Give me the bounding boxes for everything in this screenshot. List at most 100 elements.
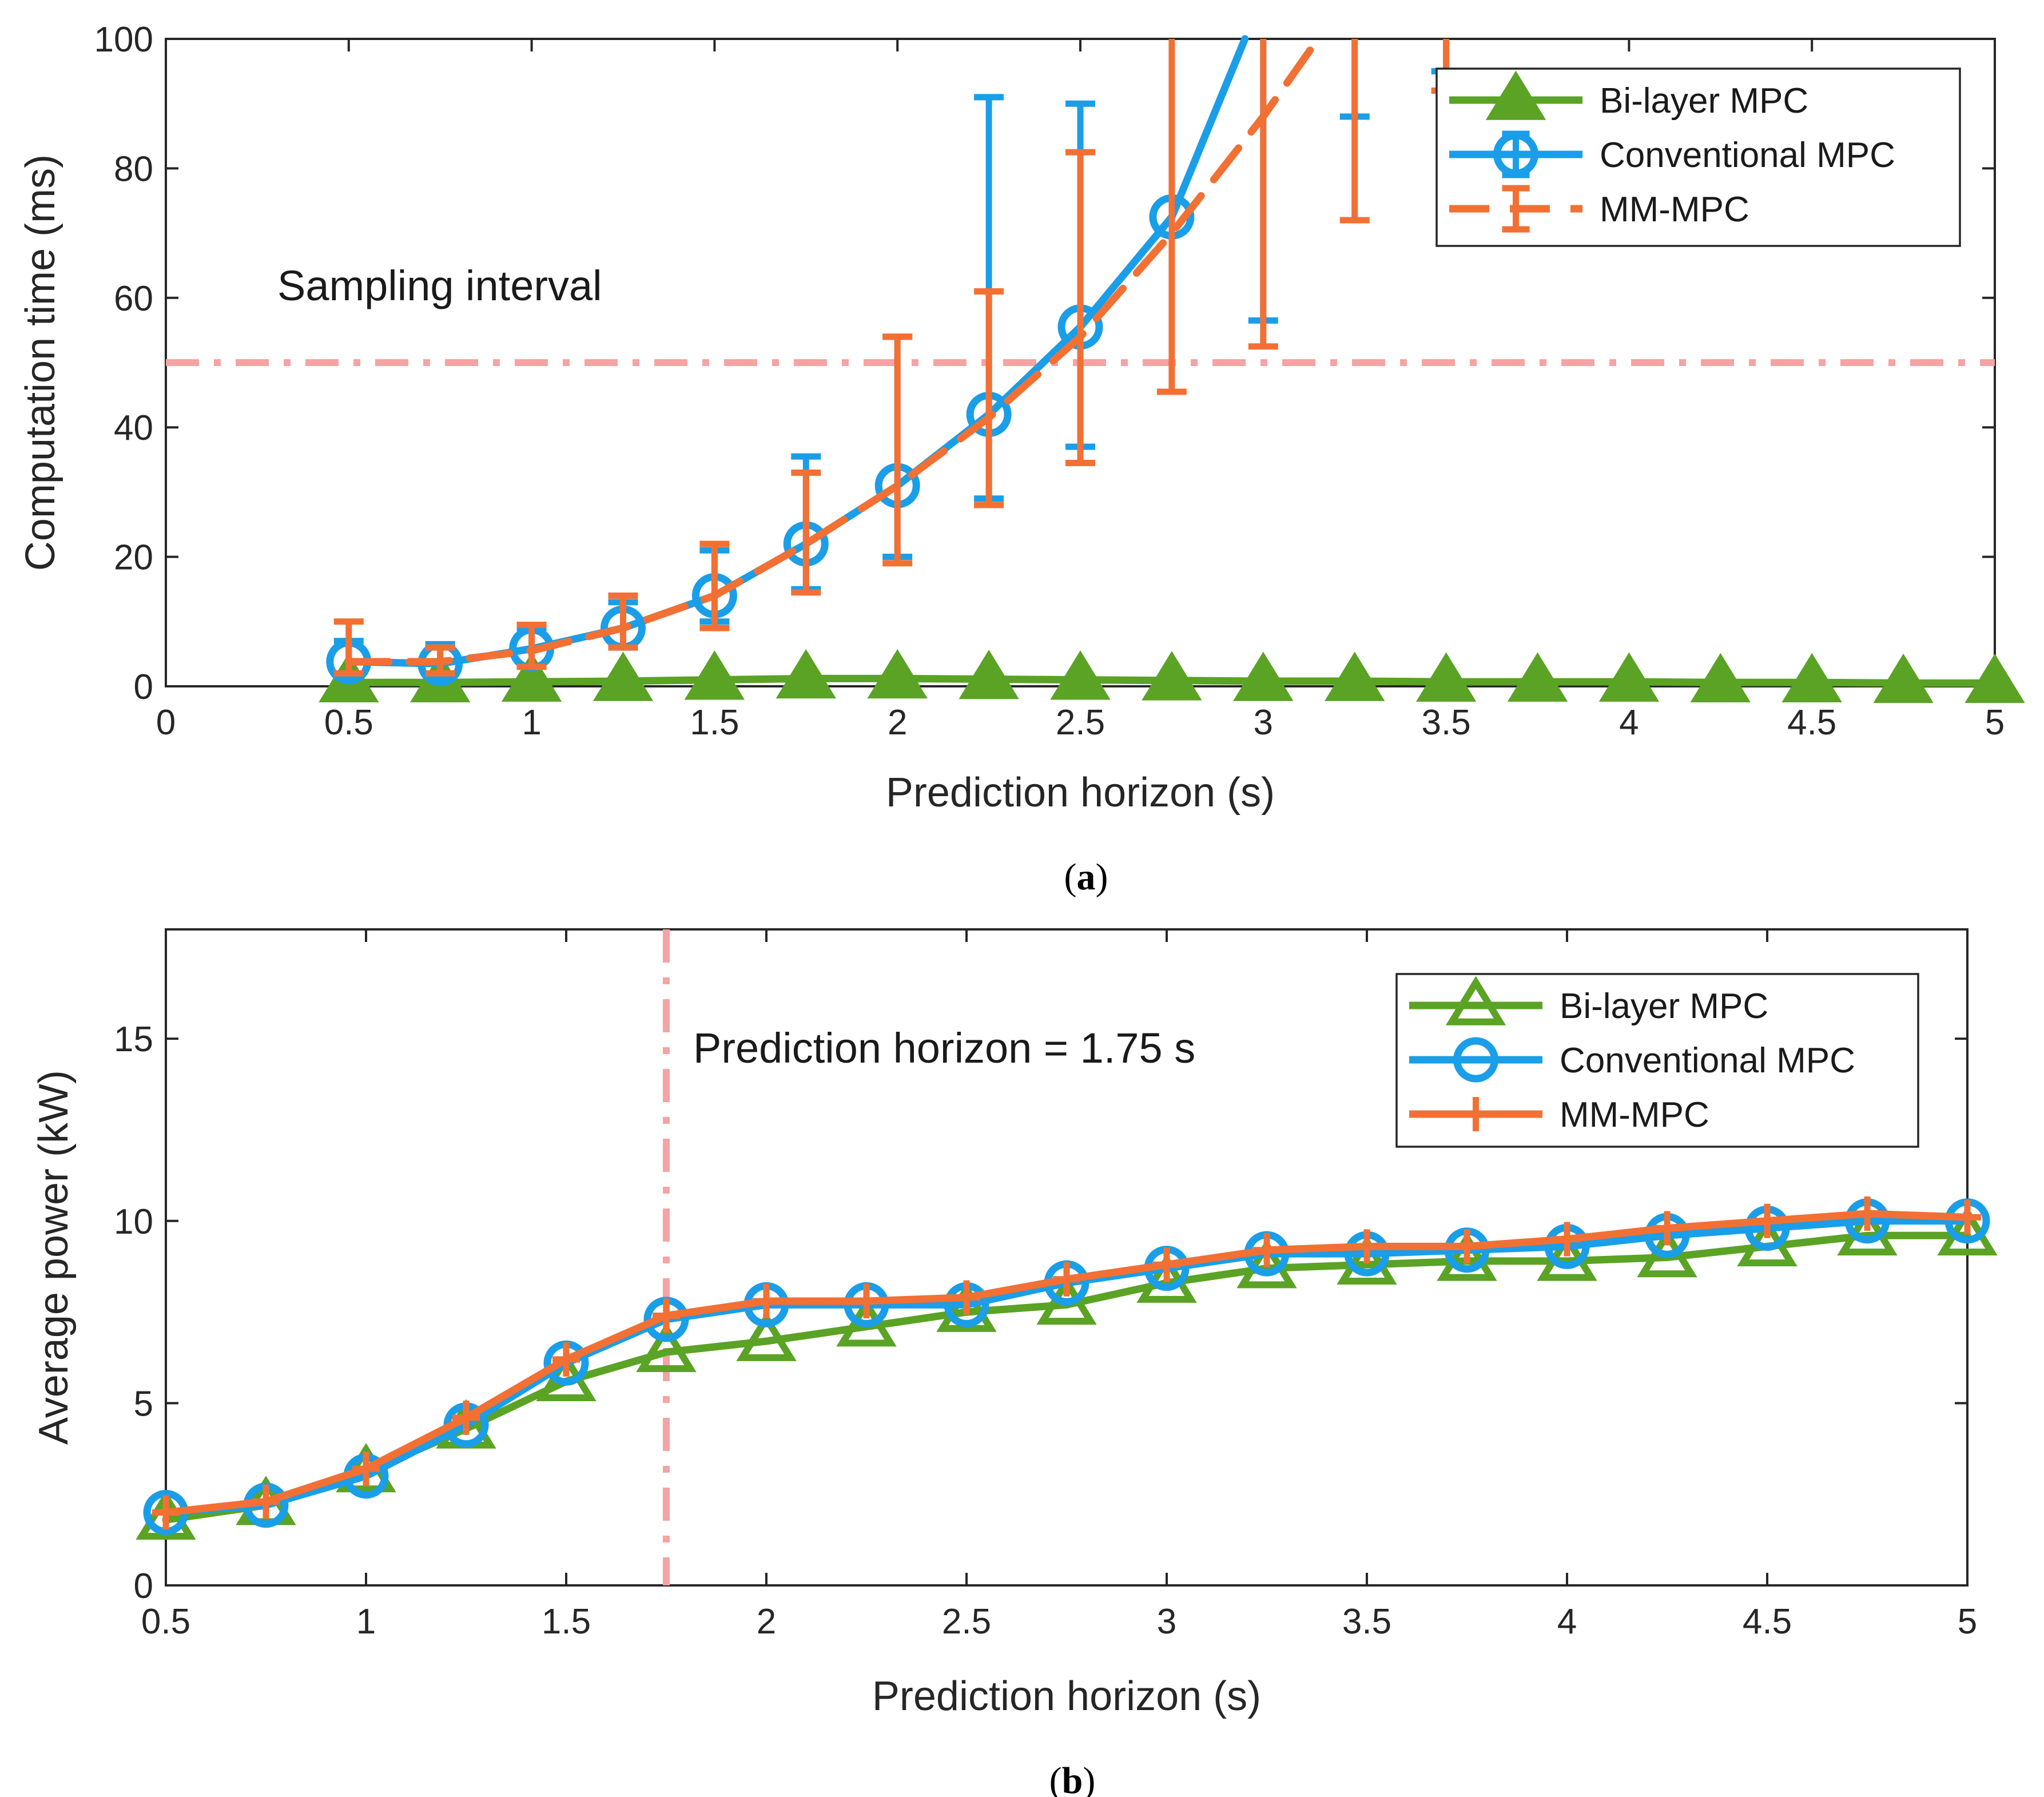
x-axis-label: Prediction horizon (s) — [872, 1673, 1261, 1719]
y-tick-label: 0 — [134, 667, 153, 707]
data-point — [1253, 1233, 1281, 1267]
data-point — [867, 649, 928, 699]
legend-marker — [1502, 185, 1530, 233]
x-tick-label: 0.5 — [324, 703, 373, 742]
data-point — [1353, 1229, 1381, 1264]
legend-marker — [1453, 1037, 1498, 1083]
data-point — [959, 650, 1019, 699]
legend-marker — [1485, 70, 1546, 120]
x-tick-label: 0.5 — [141, 1602, 190, 1641]
data-point — [1781, 653, 1842, 703]
data-point — [1507, 652, 1568, 702]
y-tick-label: 0 — [134, 1567, 153, 1606]
data-point — [1653, 1211, 1681, 1246]
caption-open: ( — [1064, 856, 1077, 898]
data-point — [1873, 653, 1934, 703]
x-tick-label: 1.5 — [542, 1602, 591, 1641]
data-point — [1453, 1229, 1481, 1264]
x-tick-label: 2.5 — [1056, 703, 1105, 742]
data-point — [776, 649, 836, 699]
data-point — [592, 651, 654, 701]
series-mm — [333, 35, 1461, 677]
series-line — [345, 35, 1249, 667]
x-tick-label: 4 — [1557, 1602, 1577, 1641]
series-mm — [152, 1196, 1981, 1530]
data-point — [352, 1452, 380, 1486]
caption-close: ) — [1096, 856, 1108, 898]
plot-area — [136, 1196, 1998, 1540]
x-tick-label: 5 — [1958, 1602, 1977, 1641]
y-tick-label: 60 — [114, 279, 153, 319]
reference-line-label: Prediction horizon = 1.75 s — [693, 1024, 1195, 1072]
legend-label: Conventional MPC — [1600, 136, 1895, 175]
x-tick-label: 4 — [1619, 703, 1639, 742]
data-point — [452, 1400, 480, 1435]
data-point — [653, 1298, 680, 1333]
panel-caption: (b) — [1049, 1760, 1096, 1797]
data-point — [1337, 1235, 1397, 1285]
legend-label: Bi-layer MPC — [1600, 81, 1808, 121]
axes-box — [165, 928, 1969, 1587]
caption-open: ( — [1049, 1760, 1062, 1797]
data-point — [501, 652, 562, 702]
x-tick-label: 3 — [1254, 703, 1273, 742]
data-point — [1415, 652, 1477, 702]
data-point — [152, 1495, 180, 1530]
data-point — [1965, 653, 2025, 703]
legend: Bi-layer MPC Conventional MPC MM-MPC — [1395, 973, 1919, 1148]
data-point — [1153, 1247, 1180, 1282]
data-point — [1325, 651, 1385, 701]
data-point — [936, 1282, 997, 1332]
x-tick-label: 2 — [757, 1602, 776, 1641]
data-point — [1050, 650, 1111, 700]
y-tick-label: 100 — [94, 20, 153, 59]
y-tick-label: 40 — [114, 408, 153, 448]
data-point — [1233, 651, 1294, 701]
data-point — [1954, 1200, 1981, 1235]
x-tick-label: 2.5 — [942, 1602, 991, 1641]
legend-marker — [1493, 132, 1538, 177]
data-point — [753, 1283, 780, 1318]
x-tick-label: 1.5 — [690, 703, 739, 742]
caption-letter: a — [1077, 856, 1096, 898]
data-point — [1437, 1231, 1497, 1281]
data-point — [684, 650, 745, 700]
data-point — [736, 1311, 797, 1361]
y-axis-label: Computation time (ms) — [18, 154, 63, 571]
data-point — [1690, 653, 1751, 703]
panel-b: 0.5 1 1.5 2 2.5 3 3.5 4 4.5 5 0 5 10 15 Prediction hor… — [31, 928, 1998, 1797]
x-tick-label: 3 — [1157, 1602, 1176, 1641]
x-tick-label: 3.5 — [1421, 703, 1470, 742]
legend: Bi-layer MPC Conventional MPC MM-MPC — [1435, 67, 1961, 247]
legend-label: Bi-layer MPC — [1560, 987, 1768, 1026]
x-tick-label: 0 — [156, 703, 176, 742]
legend-marker — [1462, 1097, 1490, 1131]
data-point — [552, 1342, 580, 1377]
series-line — [162, 1210, 1971, 1517]
data-point — [636, 1322, 697, 1372]
data-point — [252, 1484, 280, 1519]
x-tick-label: 4.5 — [1787, 703, 1836, 742]
data-point — [1753, 1203, 1781, 1238]
y-tick-label: 80 — [114, 149, 153, 189]
series-line — [345, 35, 1322, 666]
y-tick-label: 15 — [114, 1020, 153, 1059]
data-point — [1598, 652, 1660, 702]
caption-close: ) — [1083, 1760, 1095, 1797]
x-tick-label: 1 — [522, 703, 541, 742]
legend-label: MM-MPC — [1600, 190, 1749, 229]
x-tick-label: 3.5 — [1342, 1602, 1391, 1641]
x-tick-label: 2 — [888, 703, 907, 742]
x-tick-label: 1 — [356, 1602, 376, 1641]
legend-label: MM-MPC — [1560, 1095, 1709, 1135]
data-point — [1142, 651, 1202, 701]
legend-label: Conventional MPC — [1560, 1041, 1855, 1080]
panel-caption: (a) — [1064, 856, 1108, 898]
x-tick-label: 4.5 — [1743, 1602, 1792, 1641]
y-tick-label: 5 — [134, 1384, 153, 1424]
y-tick-label: 20 — [114, 538, 153, 578]
series-bilayer — [319, 649, 2025, 703]
reference-line-label: Sampling interval — [277, 262, 602, 309]
legend-marker — [1445, 976, 1506, 1025]
